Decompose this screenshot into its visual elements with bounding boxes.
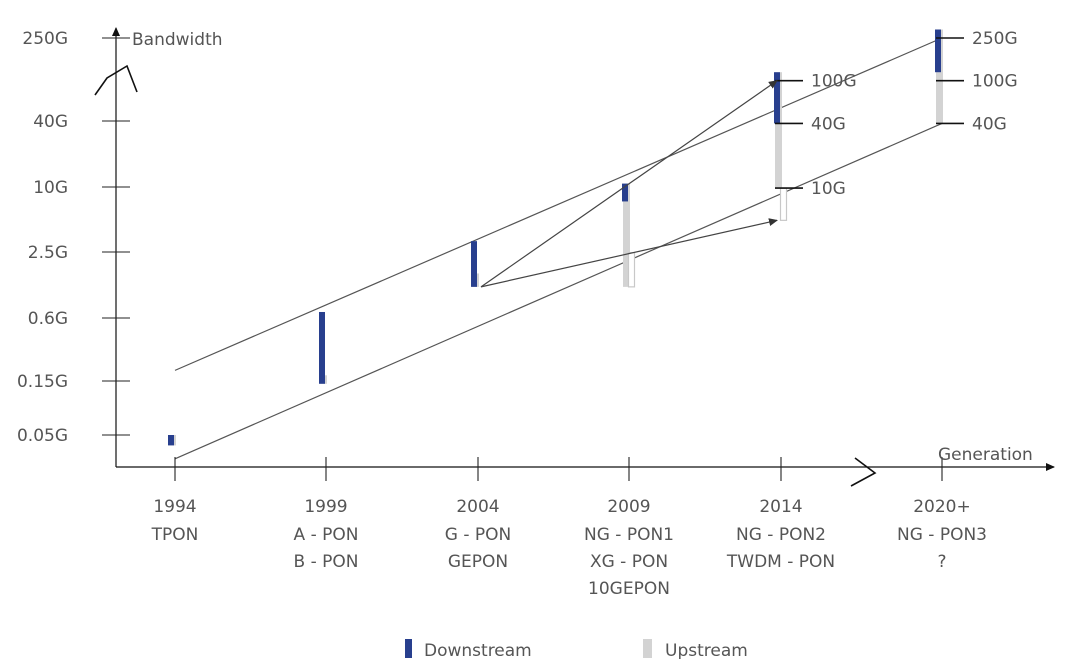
- y-tick-label-2.5G: 2.5G: [28, 243, 68, 263]
- generation-tech-label: 10GEPON: [588, 579, 670, 599]
- upstream-bar-2014: [775, 72, 782, 189]
- generation-year-2014: 2014: [759, 497, 802, 517]
- generation-tech-label: NG - PON1: [584, 525, 674, 545]
- y-tick-label-0.6G: 0.6G: [28, 309, 68, 329]
- upstream-bar-2020plus: [936, 29, 943, 124]
- y-tick-label-0.05G: 0.05G: [17, 426, 68, 446]
- generation-tech-label: TWDM - PON: [726, 552, 835, 572]
- level-label-100G: 100G: [972, 72, 1018, 92]
- legend-swatch-upstream: [643, 639, 652, 658]
- y-tick-label-0.15G: 0.15G: [17, 372, 68, 392]
- upstream-outline-bar-2014: [779, 187, 788, 221]
- legend-label-upstream: Upstream: [665, 641, 748, 659]
- trend-line-upper: [174, 37, 943, 371]
- generation-tech-label: XG - PON: [590, 552, 668, 572]
- generation-year-1999: 1999: [304, 497, 347, 517]
- labels-layer: 100G 40G 10G 250G 100G 40G 250G 40G 10G 2.5G 0.6G 0…: [17, 29, 1033, 599]
- x-axis-title: Generation: [938, 445, 1033, 465]
- legend-swatch-downstream: [405, 639, 412, 658]
- generation-tech-label: B - PON: [294, 552, 359, 572]
- level-label-40G: 40G: [972, 114, 1007, 134]
- bars-layer: [168, 29, 964, 446]
- generation-tech-label: G - PON: [445, 525, 511, 545]
- level-label-40G: 40G: [811, 114, 846, 134]
- trend-line-lower: [174, 122, 943, 460]
- upstream-outline-bar-2009: [627, 252, 636, 288]
- y-axis-title: Bandwidth: [132, 30, 223, 50]
- migration-arrow-1: [480, 80, 778, 288]
- generation-year-1994: 1994: [153, 497, 196, 517]
- downstream-bar-2004: [471, 241, 477, 287]
- level-label-100G: 100G: [811, 72, 857, 92]
- legend-label-downstream: Downstream: [424, 641, 532, 659]
- generation-year-2020+: 2020+: [913, 497, 971, 517]
- generation-tech-label: NG - PON2: [736, 525, 826, 545]
- downstream-bar-1999: [319, 311, 325, 384]
- legend: Downstream Upstream: [405, 639, 748, 661]
- arrows-layer: [480, 80, 778, 288]
- y-axis-break-icon: [94, 64, 138, 96]
- downstream-bar-2009: [622, 183, 628, 202]
- generation-tech-label: NG - PON3: [897, 525, 987, 545]
- level-label-10G: 10G: [811, 179, 846, 199]
- generation-year-2004: 2004: [456, 497, 499, 517]
- generation-year-2009: 2009: [607, 497, 650, 517]
- generation-tech-label: TPON: [151, 525, 199, 545]
- generation-tech-label: A - PON: [294, 525, 359, 545]
- downstream-bar-2020plus: [935, 29, 941, 73]
- downstream-bar-1994: [168, 435, 174, 446]
- y-tick-label-40G: 40G: [33, 112, 68, 132]
- migration-arrow-2: [480, 218, 778, 288]
- y-tick-label-10G: 10G: [33, 178, 68, 198]
- trend-lines: [174, 37, 943, 460]
- downstream-bar-2014: [774, 72, 780, 124]
- generation-tech-label: ?: [937, 552, 946, 572]
- generation-tech-label: GEPON: [448, 552, 508, 572]
- axes-layer: [94, 27, 1055, 487]
- y-tick-label-250G: 250G: [22, 29, 68, 49]
- level-label-250G: 250G: [972, 29, 1018, 49]
- upstream-bar-2009: [623, 183, 630, 287]
- x-axis-break-icon: [850, 457, 877, 487]
